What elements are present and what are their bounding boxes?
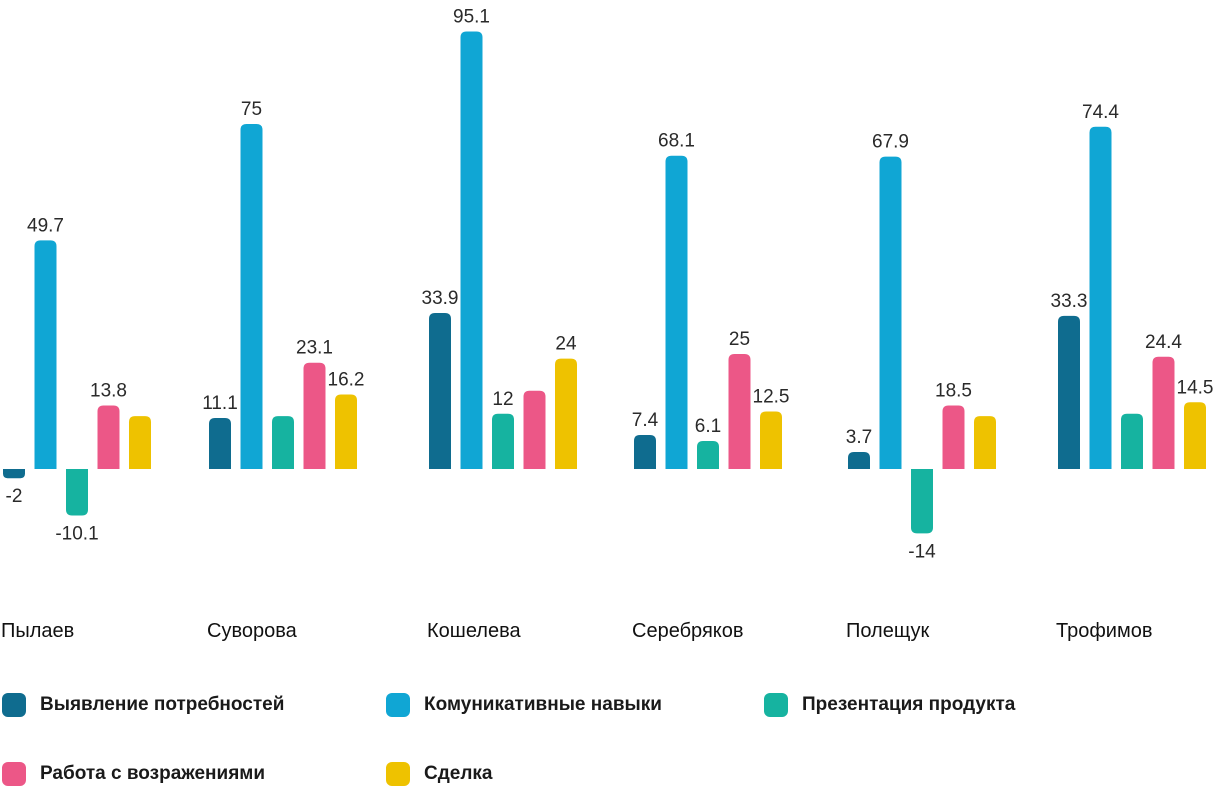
data-label-series-2-1: 49.7 — [27, 215, 64, 236]
bar-series-4-6 — [1152, 356, 1175, 469]
data-label-series-1-5: 3.7 — [846, 427, 872, 448]
bar-series-3-3 — [492, 413, 514, 469]
category-label-2: Суворова — [207, 620, 298, 642]
category-label-6: Трофимов — [1056, 620, 1152, 642]
legend-item-communication: Комуникативные навыки — [386, 690, 662, 720]
data-label-series-1-2: 11.1 — [202, 393, 238, 414]
data-label-series-4-5: 18.5 — [935, 381, 972, 402]
bar-series-3-6 — [1121, 413, 1143, 469]
data-label-series-3-3: 12 — [492, 389, 513, 410]
bar-series-4-4 — [728, 354, 751, 469]
data-label-series-2-5: 67.9 — [872, 132, 909, 153]
data-label-series-1-4: 7.4 — [632, 410, 659, 431]
bar-series-5-1 — [129, 416, 151, 469]
bar-series-1-4 — [634, 434, 656, 469]
bar-series-5-6 — [1184, 402, 1206, 469]
bar-series-4-2 — [303, 362, 326, 469]
data-label-series-1-3: 33.9 — [422, 288, 459, 309]
category-label-1: Пылаев — [1, 620, 74, 642]
bar-series-3-1 — [66, 469, 88, 516]
category-label-5: Полещук — [846, 620, 930, 642]
bar-series-1-3 — [429, 313, 451, 469]
data-label-series-3-1: -10.1 — [55, 523, 98, 544]
bar-series-3-5 — [911, 469, 933, 534]
data-label-series-5-2: 16.2 — [328, 369, 365, 390]
legend-swatch-objections — [2, 762, 26, 786]
chart-legend: Выявление потребностей Комуникативные на… — [0, 680, 1214, 786]
bar-series-1-6 — [1058, 315, 1080, 469]
bar-series-2-1 — [34, 240, 57, 469]
data-label-series-1-6: 33.3 — [1051, 291, 1088, 312]
legend-item-presentation: Презентация продукта — [764, 690, 1015, 720]
data-label-series-4-2: 23.1 — [296, 338, 333, 359]
bar-series-1-5 — [848, 451, 870, 469]
bar-series-5-4 — [760, 411, 782, 469]
bar-series-2-6 — [1089, 126, 1112, 469]
legend-swatch-presentation — [764, 693, 788, 717]
data-label-series-5-6: 14.5 — [1177, 377, 1214, 398]
data-label-series-4-1: 13.8 — [90, 381, 127, 402]
bar-series-2-5 — [879, 156, 902, 469]
bar-series-5-3 — [555, 358, 577, 469]
bar-series-5-2 — [335, 394, 357, 469]
legend-label-deal: Сделка — [424, 763, 493, 784]
legend-label-needs: Выявление потребностей — [40, 694, 285, 715]
legend-swatch-communication — [386, 693, 410, 717]
data-label-series-3-5: -14 — [908, 541, 936, 562]
data-label-series-2-6: 74.4 — [1082, 102, 1119, 123]
legend-label-presentation: Презентация продукта — [802, 694, 1016, 715]
bar-series-4-5 — [942, 405, 965, 469]
legend-item-needs: Выявление потребностей — [2, 690, 284, 720]
legend-swatch-deal — [386, 762, 410, 786]
data-label-series-5-3: 24 — [555, 334, 577, 355]
data-label-series-4-4: 25 — [729, 329, 750, 350]
data-label-series-5-4: 12.5 — [753, 387, 790, 408]
bar-series-2-2 — [240, 124, 263, 469]
bar-series-5-5 — [974, 416, 996, 469]
bar-series-2-4 — [665, 155, 688, 470]
bar-series-3-4 — [697, 440, 719, 469]
bar-series-1-1 — [3, 469, 25, 479]
bar-series-4-3 — [523, 390, 546, 469]
data-label-series-1-1: -2 — [6, 486, 23, 507]
category-label-3: Кошелева — [427, 620, 521, 642]
bar-series-2-3 — [460, 31, 483, 469]
category-label-4: Серебряков — [632, 620, 744, 642]
data-label-series-2-2: 75 — [241, 99, 262, 120]
bar-chart: -2 49.7 -10.1 13.8 Пылаев 11.1 75 23.1 16.2 Сувор… — [1, 7, 1214, 642]
bar-series-1-2 — [209, 417, 231, 469]
legend-item-objections: Работа с возражениями — [2, 759, 265, 789]
legend-swatch-needs — [2, 693, 26, 717]
legend-label-objections: Работа с возражениями — [40, 763, 266, 784]
data-label-series-2-4: 68.1 — [658, 131, 695, 152]
legend-item-deal: Сделка — [386, 759, 493, 789]
data-label-series-2-3: 95.1 — [453, 7, 490, 28]
data-label-series-4-6: 24.4 — [1145, 332, 1182, 353]
legend-label-communication: Комуникативные навыки — [424, 694, 662, 715]
data-label-series-3-4: 6.1 — [695, 416, 721, 437]
bar-series-4-1 — [97, 405, 120, 469]
bar-series-3-2 — [272, 416, 294, 469]
